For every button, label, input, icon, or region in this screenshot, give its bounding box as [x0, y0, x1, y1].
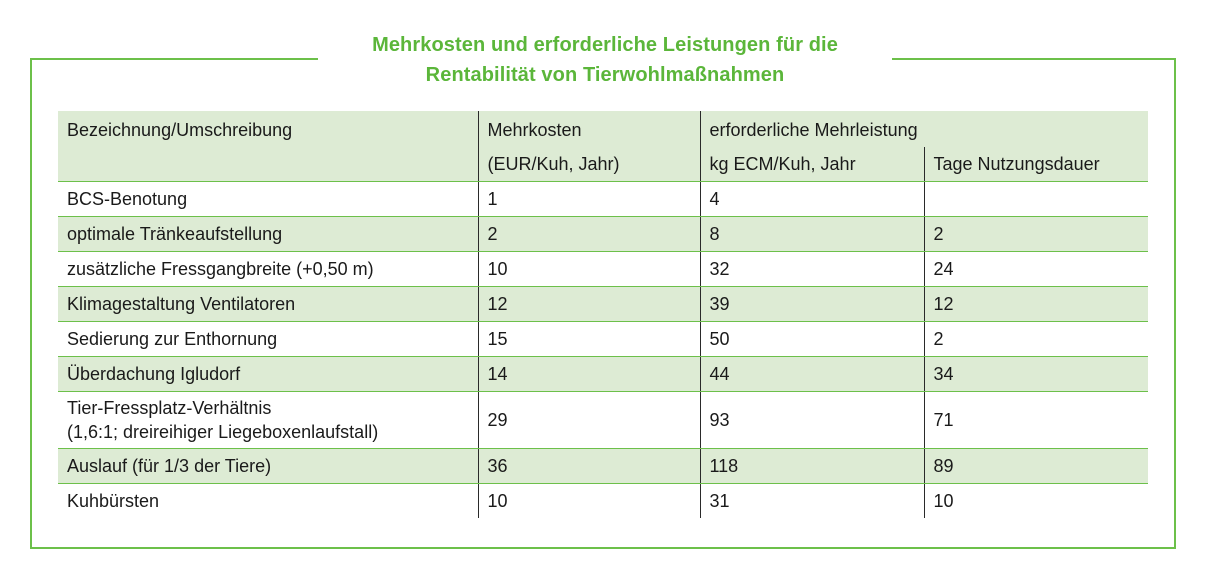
row-cost: 10 [477, 251, 700, 287]
row-label-line-1: Tier-Fressplatz-Verhältnis [67, 398, 272, 418]
table-title: Mehrkosten und erforderliche Leistungen … [318, 30, 892, 90]
row-days: 34 [923, 356, 1149, 392]
header-costs-unit: (EUR/Kuh, Jahr) [477, 147, 700, 182]
row-label: Kuhbürsten [67, 490, 160, 511]
row-cost: 36 [477, 448, 700, 484]
row-days: 12 [923, 286, 1149, 322]
row-ecm: 93 [699, 391, 924, 449]
row-ecm: 39 [699, 286, 924, 322]
row-ecm: 50 [699, 321, 924, 357]
row-days: 71 [923, 391, 1149, 449]
title-line-1: Mehrkosten und erforderliche Leistungen … [372, 34, 838, 56]
row-ecm: 31 [699, 483, 924, 518]
cost-table: Bezeichnung/Umschreibung Mehrkosten erfo… [58, 111, 1149, 518]
table-row: Tier-Fressplatz-Verhältnis (1,6:1; dreir… [58, 391, 1149, 449]
row-label: Tier-Fressplatz-Verhältnis (1,6:1; dreir… [58, 391, 478, 449]
table-row: Klimagestaltung Ventilatoren 12 39 12 [58, 286, 1149, 322]
title-line-2: Rentabilität von Tierwohlmaßnahmen [425, 64, 785, 86]
table-row: Überdachung Igludorf 14 44 34 [58, 356, 1149, 392]
header-costs: Mehrkosten [477, 111, 700, 147]
header-ecm-unit: kg ECM/Kuh, Jahr [699, 147, 924, 182]
row-label: optimale Tränkeaufstellung [58, 216, 478, 252]
row-cost: 2 [477, 216, 700, 252]
row-days: 2 [923, 321, 1149, 357]
row-cost: 10 [477, 483, 700, 518]
row-days: 89 [923, 448, 1149, 484]
row-label: Auslauf (für 1/3 der Tiere) [58, 448, 478, 484]
row-ecm: 118 [699, 448, 924, 484]
row-cost: 12 [477, 286, 700, 322]
header-required-performance: erforderliche Mehrleistung [699, 111, 1149, 147]
row-ecm: 8 [699, 216, 924, 252]
header-row: Bezeichnung/Umschreibung Mehrkosten erfo… [58, 111, 1149, 147]
row-days: 2 [923, 216, 1149, 252]
row-cost: 14 [477, 356, 700, 392]
row-cost: 29 [477, 391, 700, 449]
row-ecm: 4 [699, 181, 924, 217]
row-label: Überdachung Igludorf [58, 356, 478, 392]
header-days-unit: Tage Nutzungsdauer [923, 147, 1149, 182]
table-row: BCS-Benotung 1 4 [58, 181, 1149, 217]
row-label: BCS-Benotung [58, 181, 478, 217]
row-ecm: 44 [699, 356, 924, 392]
header-blank [58, 147, 478, 182]
row-days: 24 [923, 251, 1149, 287]
table-row: Auslauf (für 1/3 der Tiere) 36 118 89 [58, 448, 1149, 484]
row-cost: 15 [477, 321, 700, 357]
row-days [923, 181, 1149, 217]
row-ecm: 32 [699, 251, 924, 287]
header-unit-row: (EUR/Kuh, Jahr) kg ECM/Kuh, Jahr Tage Nu… [58, 147, 1149, 182]
table-row: Kuhbürsten 10 31 10 [58, 483, 1149, 518]
table-row: Sedierung zur Enthornung 15 50 2 [58, 321, 1149, 357]
row-label: Sedierung zur Enthornung [58, 321, 478, 357]
row-days: 10 [923, 483, 1149, 518]
row-label: Klimagestaltung Ventilatoren [58, 286, 478, 322]
row-label: zusätzliche Fressgangbreite (+0,50 m) [58, 251, 478, 287]
row-label-line-2: (1,6:1; dreireihiger Liegeboxenlaufstall… [67, 422, 379, 442]
header-description: Bezeichnung/Umschreibung [58, 111, 478, 147]
row-cost: 1 [477, 181, 700, 217]
table-row: zusätzliche Fressgangbreite (+0,50 m) 10… [58, 251, 1149, 287]
table-row: optimale Tränkeaufstellung 2 8 2 [58, 216, 1149, 252]
